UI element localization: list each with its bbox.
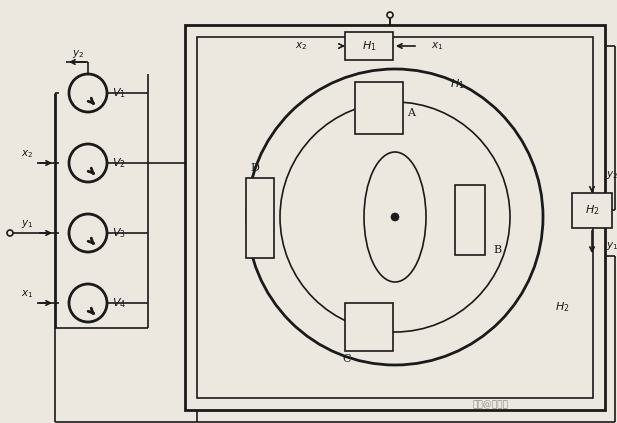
Bar	[345, 32, 393, 60]
Text: S: S	[391, 178, 399, 190]
Text: D: D	[251, 163, 259, 173]
Bar	[355, 82, 403, 134]
Text: $y_1$: $y_1$	[20, 218, 33, 230]
Text: 知乎@九方格: 知乎@九方格	[472, 401, 508, 409]
Text: N: N	[389, 244, 400, 256]
Text: $y_2$: $y_2$	[606, 169, 617, 181]
Circle shape	[391, 213, 399, 221]
Text: $y_1$: $y_1$	[606, 240, 617, 252]
Bar	[345, 303, 393, 351]
Circle shape	[69, 144, 107, 182]
Text: $V_4$: $V_4$	[112, 296, 126, 310]
Bar	[197, 37, 593, 398]
Ellipse shape	[364, 152, 426, 282]
Circle shape	[7, 230, 13, 236]
Bar	[185, 25, 605, 410]
Text: $x_1$: $x_1$	[20, 288, 33, 300]
Text: $H_2$: $H_2$	[585, 203, 599, 217]
Text: $V_1$: $V_1$	[112, 86, 126, 100]
Text: $y_2$: $y_2$	[72, 48, 84, 60]
Text: $x_2$: $x_2$	[295, 40, 307, 52]
Text: C: C	[343, 354, 351, 364]
Text: $x_2$: $x_2$	[21, 148, 33, 160]
Text: $H_2$: $H_2$	[555, 300, 569, 314]
Text: B: B	[493, 245, 501, 255]
Bar	[455, 185, 485, 255]
Circle shape	[69, 74, 107, 112]
Text: $V_3$: $V_3$	[112, 226, 126, 240]
Text: $V_2$: $V_2$	[112, 156, 126, 170]
Text: A: A	[407, 108, 415, 118]
Text: $H_1$: $H_1$	[362, 39, 376, 53]
Text: $x_1$: $x_1$	[431, 40, 444, 52]
Circle shape	[69, 214, 107, 252]
Bar	[572, 193, 612, 228]
Circle shape	[387, 12, 393, 18]
Circle shape	[69, 284, 107, 322]
Bar	[246, 178, 274, 258]
Text: $H_1$: $H_1$	[450, 77, 465, 91]
